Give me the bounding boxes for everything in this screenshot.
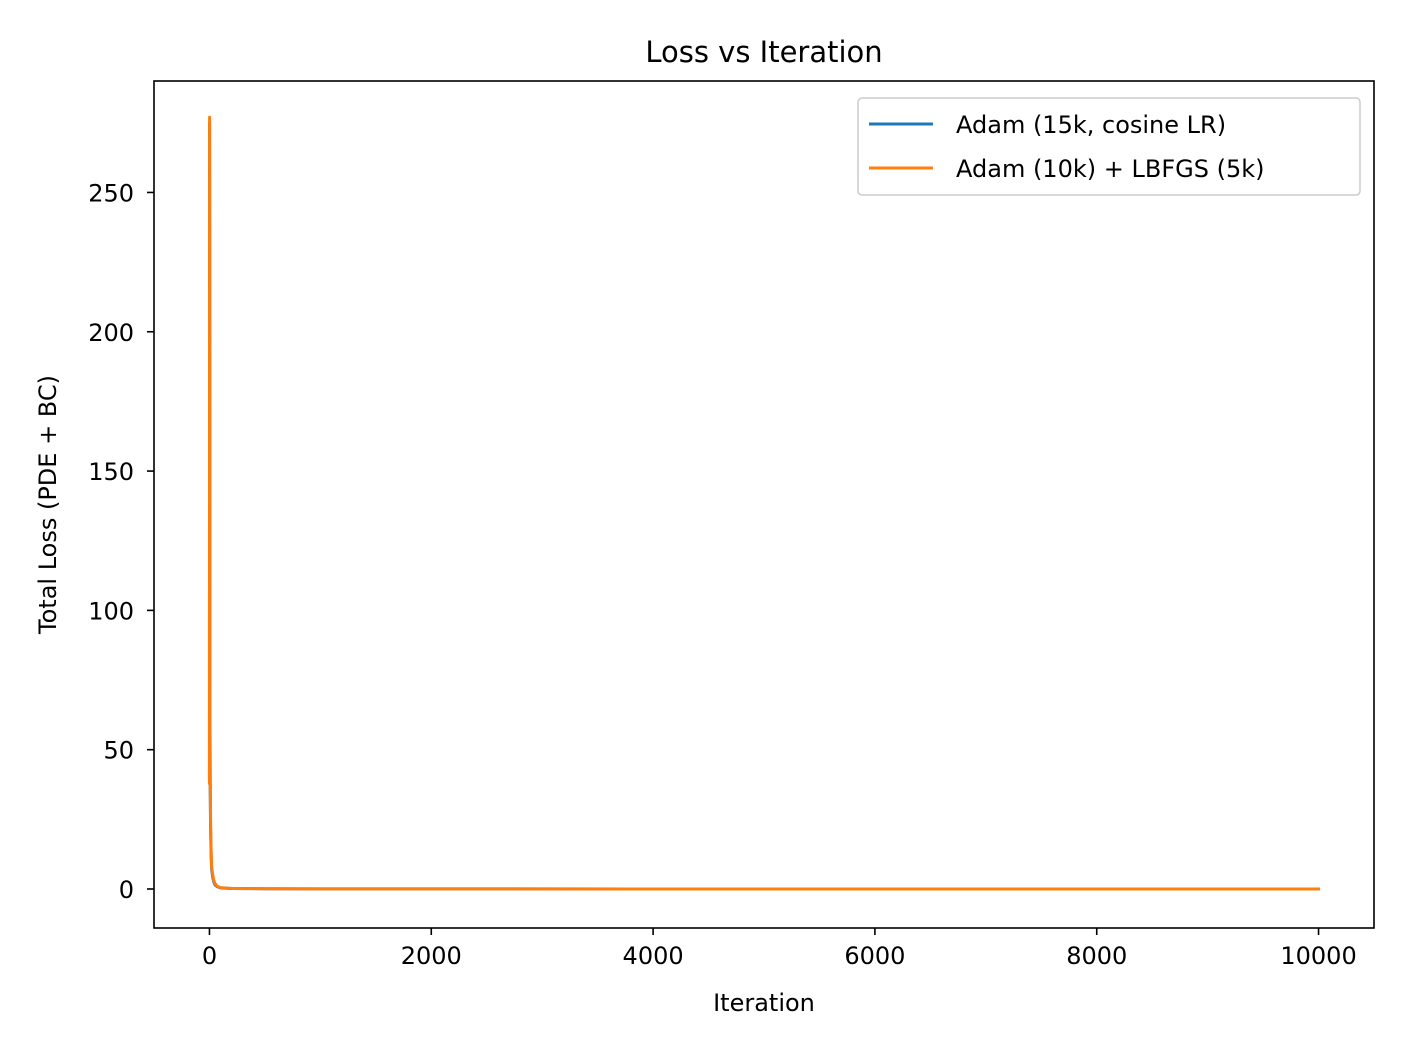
legend-label-2: Adam (10k) + LBFGS (5k) bbox=[956, 155, 1264, 183]
x-tick-label: 10000 bbox=[1280, 942, 1356, 970]
legend-frame bbox=[857, 97, 1361, 196]
chart-title: Loss vs Iteration bbox=[645, 35, 882, 69]
x-tick-label: 2000 bbox=[401, 942, 462, 970]
y-tick-label: 150 bbox=[88, 458, 134, 486]
x-tick-label: 6000 bbox=[844, 942, 905, 970]
x-tick-label: 8000 bbox=[1066, 942, 1127, 970]
legend-label-1: Adam (15k, cosine LR) bbox=[956, 111, 1226, 139]
plot-background bbox=[154, 81, 1374, 928]
y-tick-label: 250 bbox=[88, 179, 134, 207]
y-tick-label: 100 bbox=[88, 597, 134, 625]
series-line-2 bbox=[207, 115, 1321, 891]
series-layer bbox=[207, 115, 1321, 891]
x-axis: 0 2000 4000 6000 8000 10000 bbox=[202, 928, 1357, 970]
y-axis-label: Total Loss (PDE + BC) bbox=[34, 375, 62, 635]
y-tick-label: 200 bbox=[88, 319, 134, 347]
plot-area bbox=[153, 80, 1375, 929]
y-tick-label: 50 bbox=[103, 737, 134, 765]
x-tick-label: 0 bbox=[202, 942, 217, 970]
plot-frame bbox=[153, 80, 1375, 929]
y-axis: 0 50 100 150 200 250 bbox=[88, 179, 154, 904]
x-axis-label: Iteration bbox=[713, 989, 815, 1017]
x-tick-label: 4000 bbox=[623, 942, 684, 970]
legend: Adam (15k, cosine LR) Adam (10k) + LBFGS … bbox=[857, 97, 1361, 196]
y-tick-label: 0 bbox=[119, 876, 134, 904]
